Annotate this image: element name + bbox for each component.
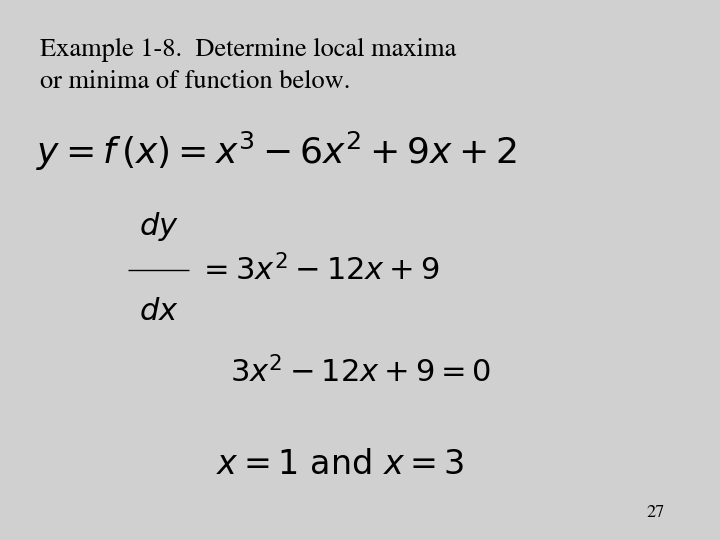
Text: $dy$: $dy$ bbox=[138, 210, 179, 243]
Text: $x = 1\ \mathrm{and}\ x = 3$: $x = 1\ \mathrm{and}\ x = 3$ bbox=[216, 448, 464, 481]
Text: $y = f\,(x) = x^{3} - 6x^{2} + 9x + 2$: $y = f\,(x) = x^{3} - 6x^{2} + 9x + 2$ bbox=[36, 130, 517, 173]
Text: $3x^{2} - 12x + 9 = 0$: $3x^{2} - 12x + 9 = 0$ bbox=[230, 356, 492, 389]
Text: $= 3x^{2} - 12x + 9$: $= 3x^{2} - 12x + 9$ bbox=[198, 254, 440, 286]
Text: 27: 27 bbox=[646, 505, 665, 521]
Text: Example 1-8.  Determine local maxima
or minima of function below.: Example 1-8. Determine local maxima or m… bbox=[40, 38, 456, 94]
Text: $dx$: $dx$ bbox=[138, 297, 179, 326]
